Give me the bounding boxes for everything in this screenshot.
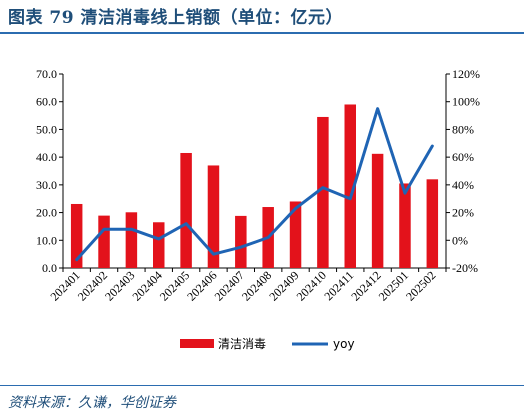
yoy-point xyxy=(295,207,297,209)
y-right-tick-label: 60% xyxy=(452,150,474,164)
yoy-point xyxy=(431,145,433,147)
y-right-tick-label: 100% xyxy=(452,95,480,109)
y-right-tick-label: 120% xyxy=(452,67,480,81)
y-left-tick-label: 40.0 xyxy=(36,150,57,164)
yoy-point xyxy=(267,237,269,239)
bar xyxy=(289,201,302,268)
yoy-point xyxy=(103,228,105,230)
y-right-tick-label: 80% xyxy=(452,122,474,136)
footer-divider xyxy=(0,385,524,386)
x-tick-label: 202403 xyxy=(102,268,137,303)
bar xyxy=(426,179,439,268)
bar xyxy=(180,152,192,268)
chart-axes: 0.0 10.0 20.0 30.0 40.0 50.0 60.0 70.0 -20% 0% 20%… xyxy=(36,67,480,304)
y-left-tick-label: 20.0 xyxy=(36,206,57,220)
bar xyxy=(235,215,247,268)
x-tick-label: 202407 xyxy=(212,268,247,303)
yoy-point xyxy=(404,192,406,194)
bar xyxy=(317,116,329,268)
x-tick-label: 202404 xyxy=(130,268,165,303)
x-tick-label: 202501 xyxy=(376,268,411,303)
bar xyxy=(98,215,110,268)
line-series xyxy=(75,107,434,262)
bar xyxy=(207,165,220,268)
source-note: 资料来源：久谦，华创证券 xyxy=(8,395,176,411)
y-right-tick-label: 0% xyxy=(452,233,468,247)
yoy-point xyxy=(322,187,324,189)
yoy-point xyxy=(240,246,242,248)
bar xyxy=(399,183,411,268)
x-tick-label: 202409 xyxy=(266,268,301,303)
y-left-tick-label: 60.0 xyxy=(36,95,57,109)
bar xyxy=(344,104,356,268)
bar xyxy=(153,222,165,268)
legend-label-line: yoy xyxy=(333,337,355,351)
yoy-point xyxy=(130,228,132,230)
yoy-point xyxy=(349,198,351,200)
yoy-point xyxy=(76,259,78,261)
y-right-tick-label: -20% xyxy=(452,261,478,275)
legend-label-bar: 清洁消毒 xyxy=(218,337,266,351)
bar xyxy=(371,153,384,268)
y-left-tick-label: 50.0 xyxy=(36,122,57,136)
yoy-point xyxy=(212,253,214,255)
x-tick-label: 202402 xyxy=(75,268,110,303)
y-left-tick-label: 70.0 xyxy=(36,67,57,81)
yoy-point xyxy=(185,223,187,225)
figure-title: 图表 79 清洁消毒线上销额（单位：亿元） xyxy=(8,8,343,28)
x-tick-label: 202502 xyxy=(403,268,438,303)
yoy-line xyxy=(75,107,434,262)
x-tick-label: 202412 xyxy=(348,268,383,303)
bar xyxy=(70,203,83,268)
x-tick-label: 202410 xyxy=(294,268,329,303)
y-right-tick-label: 20% xyxy=(452,206,474,220)
yoy-point xyxy=(158,238,160,240)
x-tick-label: 202411 xyxy=(321,268,356,303)
chart-legend: 清洁消毒 yoy xyxy=(180,337,355,351)
y-right-tick-label: 40% xyxy=(452,178,474,192)
x-tick-label: 202405 xyxy=(157,268,192,303)
y-left-tick-label: 10.0 xyxy=(36,233,57,247)
x-tick-label: 202408 xyxy=(239,268,274,303)
y-left-tick-label: 30.0 xyxy=(36,178,57,192)
title-divider xyxy=(0,32,524,34)
yoy-point xyxy=(377,108,379,110)
legend-swatch-bar xyxy=(180,339,214,348)
x-tick-label: 202406 xyxy=(184,268,219,303)
bar-series xyxy=(70,104,439,268)
y-left-tick-label: 0.0 xyxy=(42,261,57,275)
bar xyxy=(125,212,138,268)
